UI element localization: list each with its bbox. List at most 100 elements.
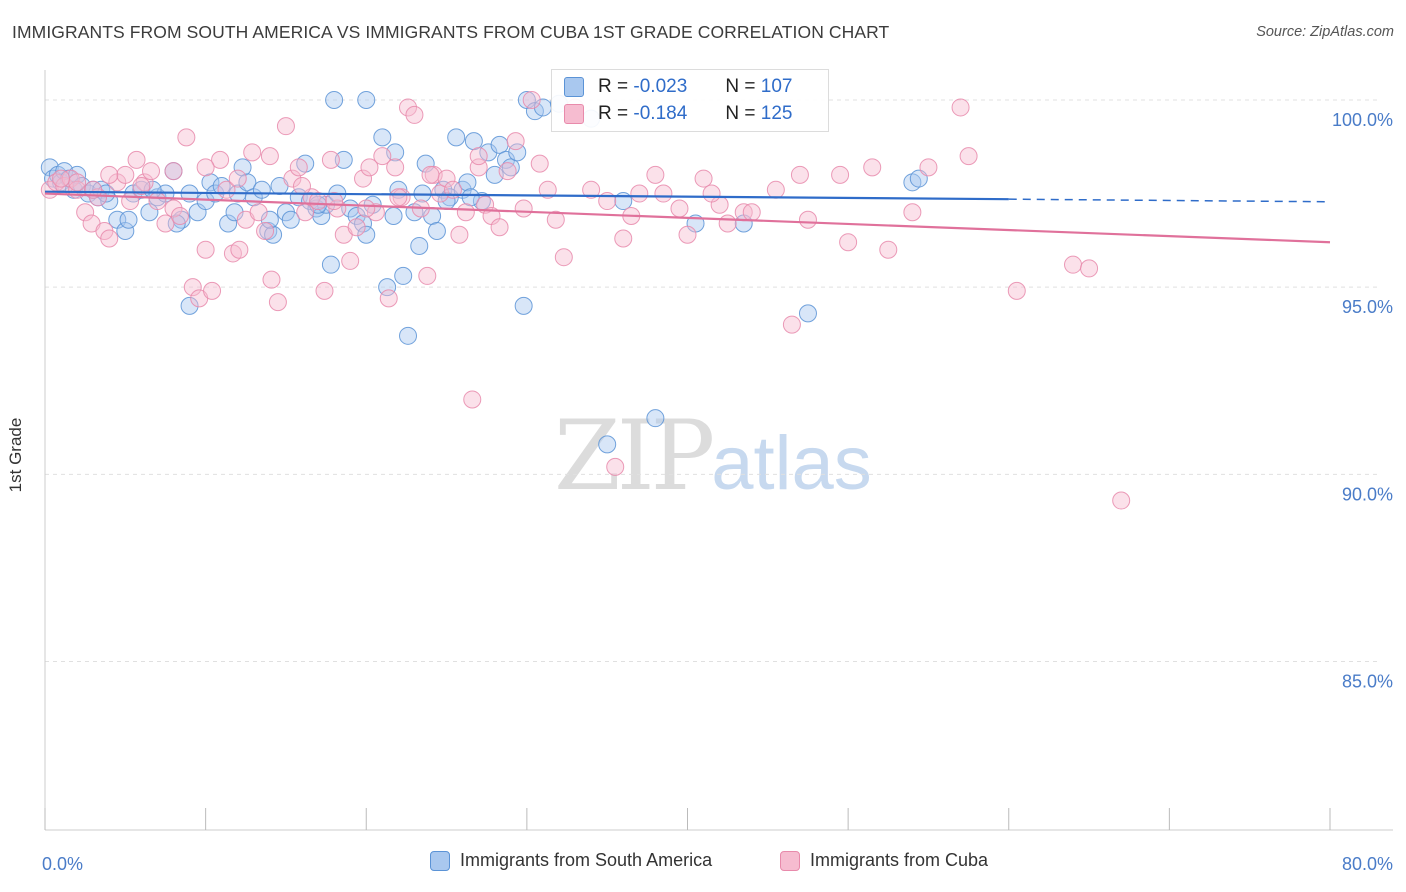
- data-point: [211, 150, 230, 169]
- trend-line-south-america: [44, 190, 1009, 201]
- chart-title: IMMIGRANTS FROM SOUTH AMERICA VS IMMIGRA…: [12, 22, 890, 42]
- data-point: [309, 192, 328, 211]
- data-point: [354, 169, 373, 188]
- data-point: [670, 199, 689, 218]
- data-point: [121, 192, 140, 211]
- data-point: [410, 236, 429, 255]
- data-point: [127, 150, 146, 169]
- data-point: [678, 225, 697, 244]
- data-point: [238, 173, 257, 192]
- data-point: [654, 184, 673, 203]
- data-point: [262, 270, 281, 289]
- data-point: [132, 177, 151, 196]
- data-point: [321, 150, 340, 169]
- data-point: [879, 240, 898, 259]
- data-point: [366, 203, 385, 222]
- data-point: [742, 203, 761, 222]
- stats-n-value: 125: [760, 103, 793, 124]
- data-point: [276, 117, 295, 136]
- data-point: [646, 165, 665, 184]
- data-point: [464, 132, 483, 151]
- stats-swatch-pink: [564, 104, 584, 124]
- data-point: [142, 162, 161, 181]
- data-point: [399, 326, 418, 345]
- data-point: [357, 225, 376, 244]
- stats-r-value: -0.184: [633, 103, 688, 124]
- data-point: [268, 293, 287, 312]
- data-point: [498, 162, 517, 181]
- data-point: [373, 147, 392, 166]
- stats-r-label: R =: [598, 103, 629, 124]
- data-point: [260, 210, 279, 229]
- data-point: [951, 98, 970, 117]
- data-point: [389, 188, 408, 207]
- trend-line-cuba: [44, 192, 1331, 244]
- data-point: [52, 169, 71, 188]
- y-tick-label: 95.0%: [1342, 297, 1393, 317]
- data-point: [546, 210, 565, 229]
- data-point: [630, 184, 649, 203]
- data-point: [456, 203, 475, 222]
- data-point: [694, 169, 713, 188]
- data-point: [522, 90, 541, 109]
- data-point: [839, 233, 858, 252]
- data-point: [230, 240, 249, 259]
- data-point: [289, 158, 308, 177]
- legend-item-cuba[interactable]: Immigrants from Cuba: [780, 850, 988, 871]
- data-point: [84, 180, 103, 199]
- data-point: [334, 150, 353, 169]
- data-point: [582, 180, 601, 199]
- stats-n-label: N =: [725, 103, 756, 124]
- stats-r-label: R =: [598, 76, 629, 97]
- stats-row-cuba: R = -0.184 N = 125: [564, 101, 792, 127]
- data-point: [347, 218, 366, 237]
- data-point: [183, 278, 202, 297]
- legend: Immigrants from South America Immigrants…: [0, 850, 1406, 880]
- legend-item-south-america[interactable]: Immigrants from South America: [430, 850, 712, 871]
- data-point: [156, 214, 175, 233]
- data-point: [447, 128, 466, 147]
- x-tick-label: 80.0%: [1342, 854, 1393, 874]
- data-point: [119, 210, 138, 229]
- data-point: [196, 240, 215, 259]
- data-point: [116, 221, 135, 240]
- data-point: [508, 143, 527, 162]
- data-point: [100, 165, 119, 184]
- data-point: [646, 409, 665, 428]
- data-point: [1080, 259, 1099, 278]
- legend-swatch-pink: [780, 850, 800, 871]
- data-point: [1112, 491, 1131, 510]
- data-point: [357, 199, 376, 218]
- stats-row-south-america: R = -0.023 N = 107: [564, 74, 792, 100]
- data-point: [225, 203, 244, 222]
- data-point: [514, 296, 533, 315]
- data-point: [463, 390, 482, 409]
- data-point: [252, 180, 271, 199]
- data-point: [386, 158, 405, 177]
- data-point: [506, 132, 525, 151]
- data-point: [148, 192, 167, 211]
- data-point: [283, 169, 302, 188]
- data-point: [394, 266, 413, 285]
- data-point: [421, 165, 440, 184]
- data-point: [360, 158, 379, 177]
- data-point: [228, 169, 247, 188]
- data-point: [606, 457, 625, 476]
- data-point: [702, 184, 721, 203]
- data-point: [399, 98, 418, 117]
- data-point: [490, 218, 509, 237]
- chart-source: Source: ZipAtlas.com: [1256, 24, 1394, 40]
- data-point: [315, 281, 334, 300]
- data-point: [379, 289, 398, 308]
- data-point: [718, 214, 737, 233]
- data-point: [831, 165, 850, 184]
- data-point: [378, 278, 397, 297]
- data-point: [243, 143, 262, 162]
- data-point: [554, 248, 573, 267]
- data-point: [76, 203, 95, 222]
- legend-label: Immigrants from Cuba: [810, 850, 989, 870]
- data-point: [450, 225, 469, 244]
- data-point: [116, 165, 135, 184]
- data-point: [325, 90, 344, 109]
- data-point: [530, 154, 549, 173]
